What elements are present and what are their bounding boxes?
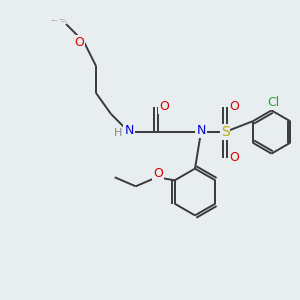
Text: methoxy: methoxy xyxy=(52,20,59,21)
Text: Cl: Cl xyxy=(267,95,279,109)
Text: O: O xyxy=(229,100,239,113)
Text: N: N xyxy=(196,124,206,137)
Text: N: N xyxy=(124,124,134,137)
Text: H: H xyxy=(114,128,123,139)
Text: O: O xyxy=(160,100,169,113)
Text: O: O xyxy=(75,35,84,49)
Text: S: S xyxy=(220,125,230,139)
Text: O: O xyxy=(153,167,163,180)
Text: O: O xyxy=(229,151,239,164)
Text: methoxy: methoxy xyxy=(61,20,68,22)
Text: methoxy: methoxy xyxy=(60,18,66,20)
